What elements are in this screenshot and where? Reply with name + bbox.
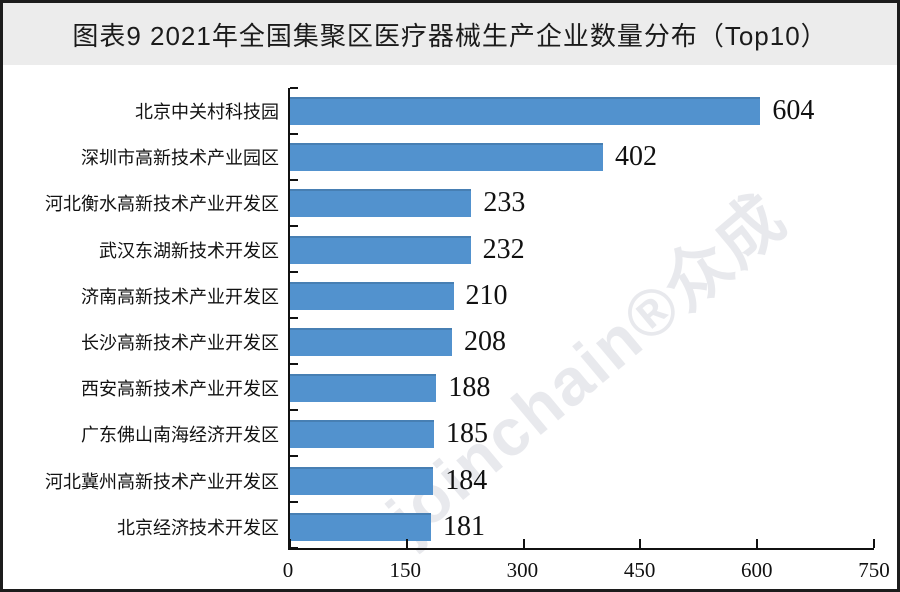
bar-track: 181	[288, 504, 874, 550]
bar-chart: joinchain®众成 北京中关村科技园 604 深圳市高新技术产业园区 40…	[3, 65, 897, 589]
chart-title: 图表9 2021年全国集聚区医疗器械生产企业数量分布（Top10）	[72, 20, 828, 51]
bar-row: 河北衡水高新技术产业开发区 233	[3, 180, 874, 226]
bar-track: 210	[288, 273, 874, 319]
bar-track: 402	[288, 134, 874, 180]
category-label: 河北冀州高新技术产业开发区	[45, 471, 279, 492]
bar-row: 长沙高新技术产业开发区 208	[3, 319, 874, 365]
bar-track: 184	[288, 458, 874, 504]
bar-track: 208	[288, 319, 874, 365]
category-label: 河北衡水高新技术产业开发区	[45, 194, 279, 215]
value-label: 232	[482, 233, 525, 265]
bar	[290, 328, 452, 357]
x-axis-tick-label: 450	[623, 558, 656, 582]
x-axis-tick-label: 150	[389, 558, 421, 582]
bar	[290, 512, 431, 541]
bar-rows: 北京中关村科技园 604 深圳市高新技术产业园区 402 河北衡水高新技术产业开…	[3, 88, 874, 550]
bar-track: 232	[288, 227, 874, 273]
x-axis-tick-label: 300	[506, 558, 539, 582]
bar-track: 604	[288, 88, 874, 134]
value-label: 208	[463, 326, 506, 358]
bar-row: 武汉东湖新技术开发区 232	[3, 227, 874, 273]
category-label: 广东佛山南海经济开发区	[81, 425, 279, 446]
bar	[290, 235, 471, 264]
bar-row: 济南高新技术产业开发区 210	[3, 273, 874, 319]
bar	[290, 374, 437, 403]
chart-title-band: 图表9 2021年全国集聚区医疗器械生产企业数量分布（Top10）	[3, 3, 897, 65]
bar	[290, 281, 454, 310]
value-label: 181	[442, 510, 485, 542]
category-label: 西安高新技术产业开发区	[81, 379, 279, 400]
x-axis-tick-label: 0	[282, 558, 294, 582]
category-label: 北京经济技术开发区	[117, 517, 279, 538]
bar	[290, 420, 435, 449]
bar-row: 北京经济技术开发区 181	[3, 504, 874, 550]
bar-row: 深圳市高新技术产业园区 402	[3, 134, 874, 180]
bar-row: 广东佛山南海经济开发区 185	[3, 411, 874, 457]
bar	[290, 97, 761, 126]
bar-row: 河北冀州高新技术产业开发区 184	[3, 458, 874, 504]
category-label: 深圳市高新技术产业园区	[81, 148, 279, 169]
bar	[290, 466, 434, 495]
value-label: 233	[483, 187, 526, 219]
bar	[290, 143, 604, 172]
value-label: 185	[446, 418, 489, 450]
value-label: 188	[448, 372, 491, 404]
bar-track: 188	[288, 365, 874, 411]
value-label: 210	[465, 279, 508, 311]
bar-row: 北京中关村科技园 604	[3, 88, 874, 134]
value-label: 402	[615, 141, 658, 173]
category-label: 北京中关村科技园	[135, 102, 279, 123]
x-axis-labels: 0 150 300 450 600 750	[283, 558, 890, 584]
x-axis-tick-label: 750	[858, 558, 890, 582]
bar-row: 西安高新技术产业开发区 188	[3, 365, 874, 411]
x-axis-tick-label: 600	[741, 558, 773, 582]
category-label: 长沙高新技术产业开发区	[81, 333, 279, 354]
bar	[290, 189, 472, 218]
category-label: 武汉东湖新技术开发区	[99, 240, 279, 261]
value-label: 604	[772, 95, 815, 127]
value-label: 184	[445, 464, 488, 496]
bar-track: 185	[288, 411, 874, 457]
category-label: 济南高新技术产业开发区	[81, 286, 279, 307]
bar-track: 233	[288, 180, 874, 226]
